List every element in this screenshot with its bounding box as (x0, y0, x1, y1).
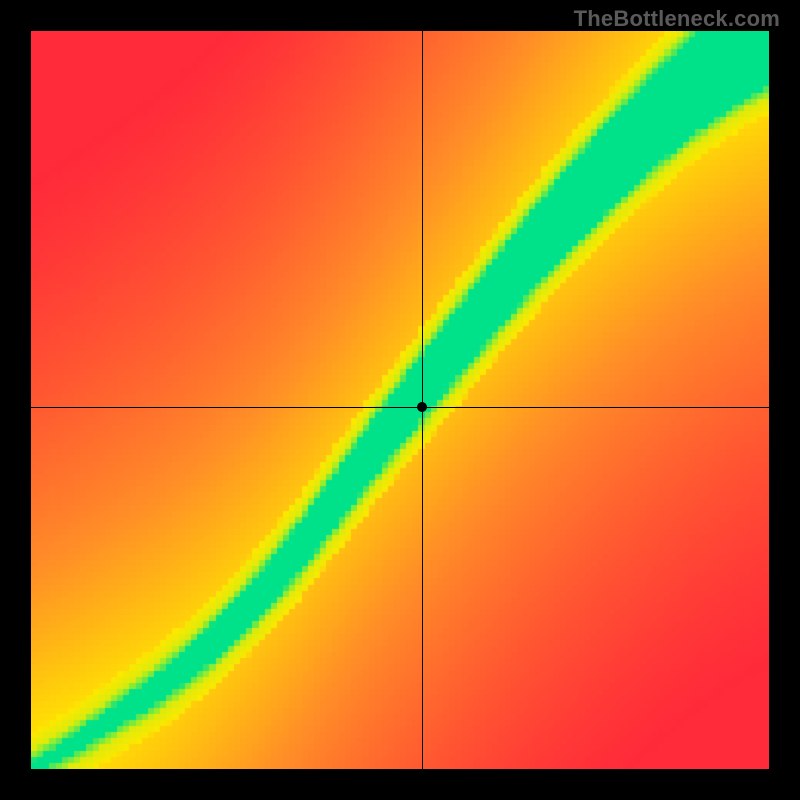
bottleneck-heatmap (31, 31, 769, 769)
crosshair-horizontal (31, 407, 769, 408)
chart-frame: { "watermark": "TheBottleneck.com", "cha… (0, 0, 800, 800)
crosshair-vertical (422, 31, 423, 769)
crosshair-marker (417, 402, 427, 412)
watermark-text: TheBottleneck.com (574, 6, 780, 32)
